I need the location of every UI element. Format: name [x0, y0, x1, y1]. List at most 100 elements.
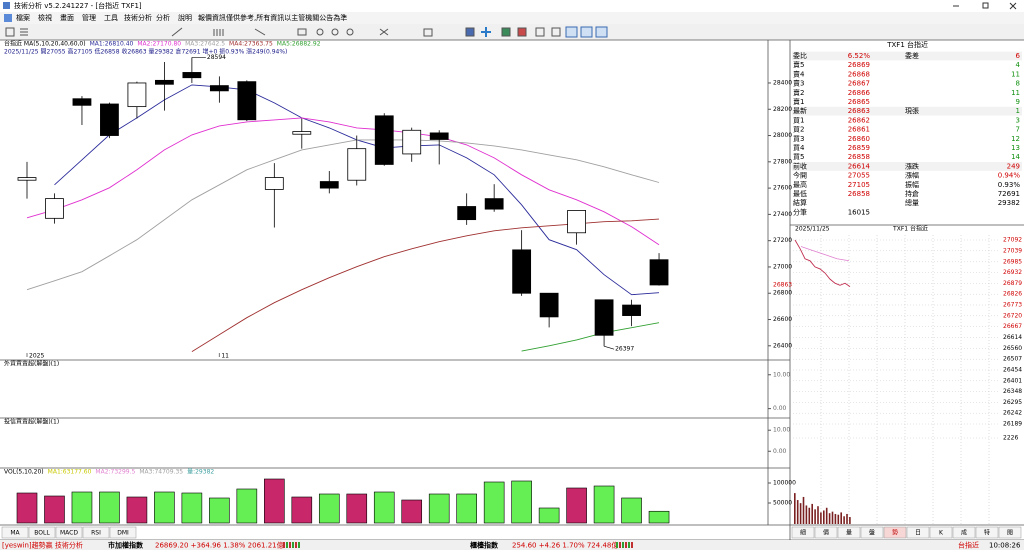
avg-line [800, 246, 850, 262]
status-app: [yeswin]趨勢贏 技術分析 [2, 541, 83, 550]
status-index1-value: 26869.20 +364.96 1.38% 2061.21億 [155, 541, 284, 550]
indicator-tab[interactable] [28, 526, 56, 539]
indicator-tab[interactable] [109, 526, 137, 539]
quote-label: 委比 [793, 51, 807, 60]
tool-icon[interactable] [297, 28, 307, 36]
view-tab[interactable] [814, 526, 838, 539]
quote-label: 賣4 [793, 69, 805, 78]
quote-value: 16015 [848, 208, 870, 216]
tool-icon[interactable] [316, 28, 324, 36]
y-tick-label: 26826 [1003, 291, 1022, 298]
candle-body [209, 85, 229, 92]
tool-icon[interactable] [481, 27, 491, 37]
y-tick-label: 0.00 [773, 448, 787, 455]
view-tab-label: 價 [823, 529, 829, 537]
maximize-button[interactable] [982, 2, 989, 9]
indicator-tab[interactable] [1, 526, 29, 539]
toolbar-icons [5, 26, 608, 38]
indicator-tab-label: RSI [91, 530, 101, 537]
menu-item: 技術分析 [124, 13, 152, 22]
volume-bar [456, 493, 477, 524]
tool-icon[interactable] [20, 28, 28, 36]
toolbar [0, 24, 1024, 40]
x-tick-label: 2025 [29, 353, 44, 360]
tool-icon[interactable] [595, 26, 608, 38]
intraday-volume-bar [840, 512, 842, 524]
volume-bar [593, 485, 615, 524]
view-tab[interactable] [906, 526, 930, 539]
tool-icon[interactable] [517, 27, 527, 37]
y-tick-label: 26401 [1003, 377, 1022, 384]
view-tab[interactable] [860, 526, 884, 539]
view-tab[interactable] [952, 526, 976, 539]
annotation-leader [603, 345, 615, 350]
status-indicator [625, 542, 627, 548]
intraday-volume-bar [849, 517, 851, 524]
tool-icon[interactable] [346, 28, 354, 36]
tool-icon[interactable] [5, 27, 15, 37]
volume-bar [44, 495, 65, 524]
quote-label: 最高 [793, 180, 807, 189]
quote-value: 26868 [848, 70, 870, 78]
y-tick-label: 26454 [1003, 367, 1022, 374]
candle-body [347, 148, 367, 181]
volume-legend: MA2:73299.5 [95, 469, 135, 476]
quote-value: 14 [1011, 153, 1020, 161]
window-title: 技術分析 v5.2.241227 - [台指近 TXF1] [14, 1, 142, 10]
volume-bar [428, 493, 450, 524]
panel-title: 外資買賣超(解盤)(1) [4, 360, 59, 368]
tool-icon[interactable] [213, 29, 224, 36]
tool-icon[interactable] [535, 27, 545, 37]
tool-icon[interactable] [565, 26, 578, 38]
volume-bar [566, 487, 587, 524]
intraday-volume-bar [796, 500, 799, 524]
status-index2-value: 254.60 +4.26 1.70% 724.48億 [512, 541, 618, 550]
panel-title: 投信買賣超(解盤)(1) [4, 418, 59, 426]
view-tab-label: 勢 [892, 529, 898, 537]
y-tick-label: 10.00 [773, 371, 790, 378]
view-tab[interactable] [998, 526, 1022, 539]
intraday-volume-bar [825, 507, 828, 524]
volume-bar [126, 496, 148, 524]
tool-icon[interactable] [465, 27, 475, 37]
tool-icon[interactable] [331, 28, 339, 36]
ma-legend: MA2:27170.80 [137, 41, 181, 48]
ma-legend: MA1:26810.40 [90, 41, 134, 48]
tool-icon[interactable] [254, 28, 266, 36]
quote-label: 總量 [905, 198, 919, 207]
view-tab[interactable] [791, 526, 815, 539]
status-indicator [631, 542, 633, 548]
indicator-tab-label: MA [10, 530, 20, 537]
volume-bar [154, 491, 175, 524]
indicator-tab[interactable] [82, 526, 110, 539]
y-tick-label: 50000 [773, 500, 792, 507]
view-tab[interactable] [929, 526, 953, 539]
quote-label: 買1 [793, 116, 804, 124]
volume-legend: MA3:74709.35 [139, 469, 183, 476]
close-button[interactable] [1009, 2, 1017, 10]
quote-label: 委差 [905, 51, 919, 60]
quote-value: 27055 [848, 172, 870, 180]
quote-label: 賣5 [793, 60, 804, 69]
view-tab[interactable] [837, 526, 861, 539]
tool-icon[interactable] [423, 28, 433, 37]
view-tab[interactable] [975, 526, 999, 539]
status-index1: 市加權指數 [108, 541, 143, 550]
tool-icon[interactable] [580, 26, 593, 38]
tool-icon[interactable] [501, 27, 511, 37]
tool-icon[interactable] [379, 28, 389, 36]
quote-row-bg [792, 51, 1022, 61]
status-indicator [292, 542, 294, 548]
status-indicator [283, 542, 285, 548]
tool-icon[interactable] [551, 27, 561, 37]
ma-legend: MA5:26882.92 [277, 41, 321, 48]
view-tab-label: 特 [984, 529, 990, 537]
quote-label: 最低 [793, 189, 807, 198]
quote-value: 29382 [998, 199, 1020, 207]
indicator-tab[interactable] [55, 526, 83, 539]
view-tab[interactable] [883, 526, 907, 539]
y-tick-label: 0.00 [773, 405, 787, 412]
tool-icon[interactable] [171, 27, 183, 37]
candle-body [567, 210, 586, 234]
